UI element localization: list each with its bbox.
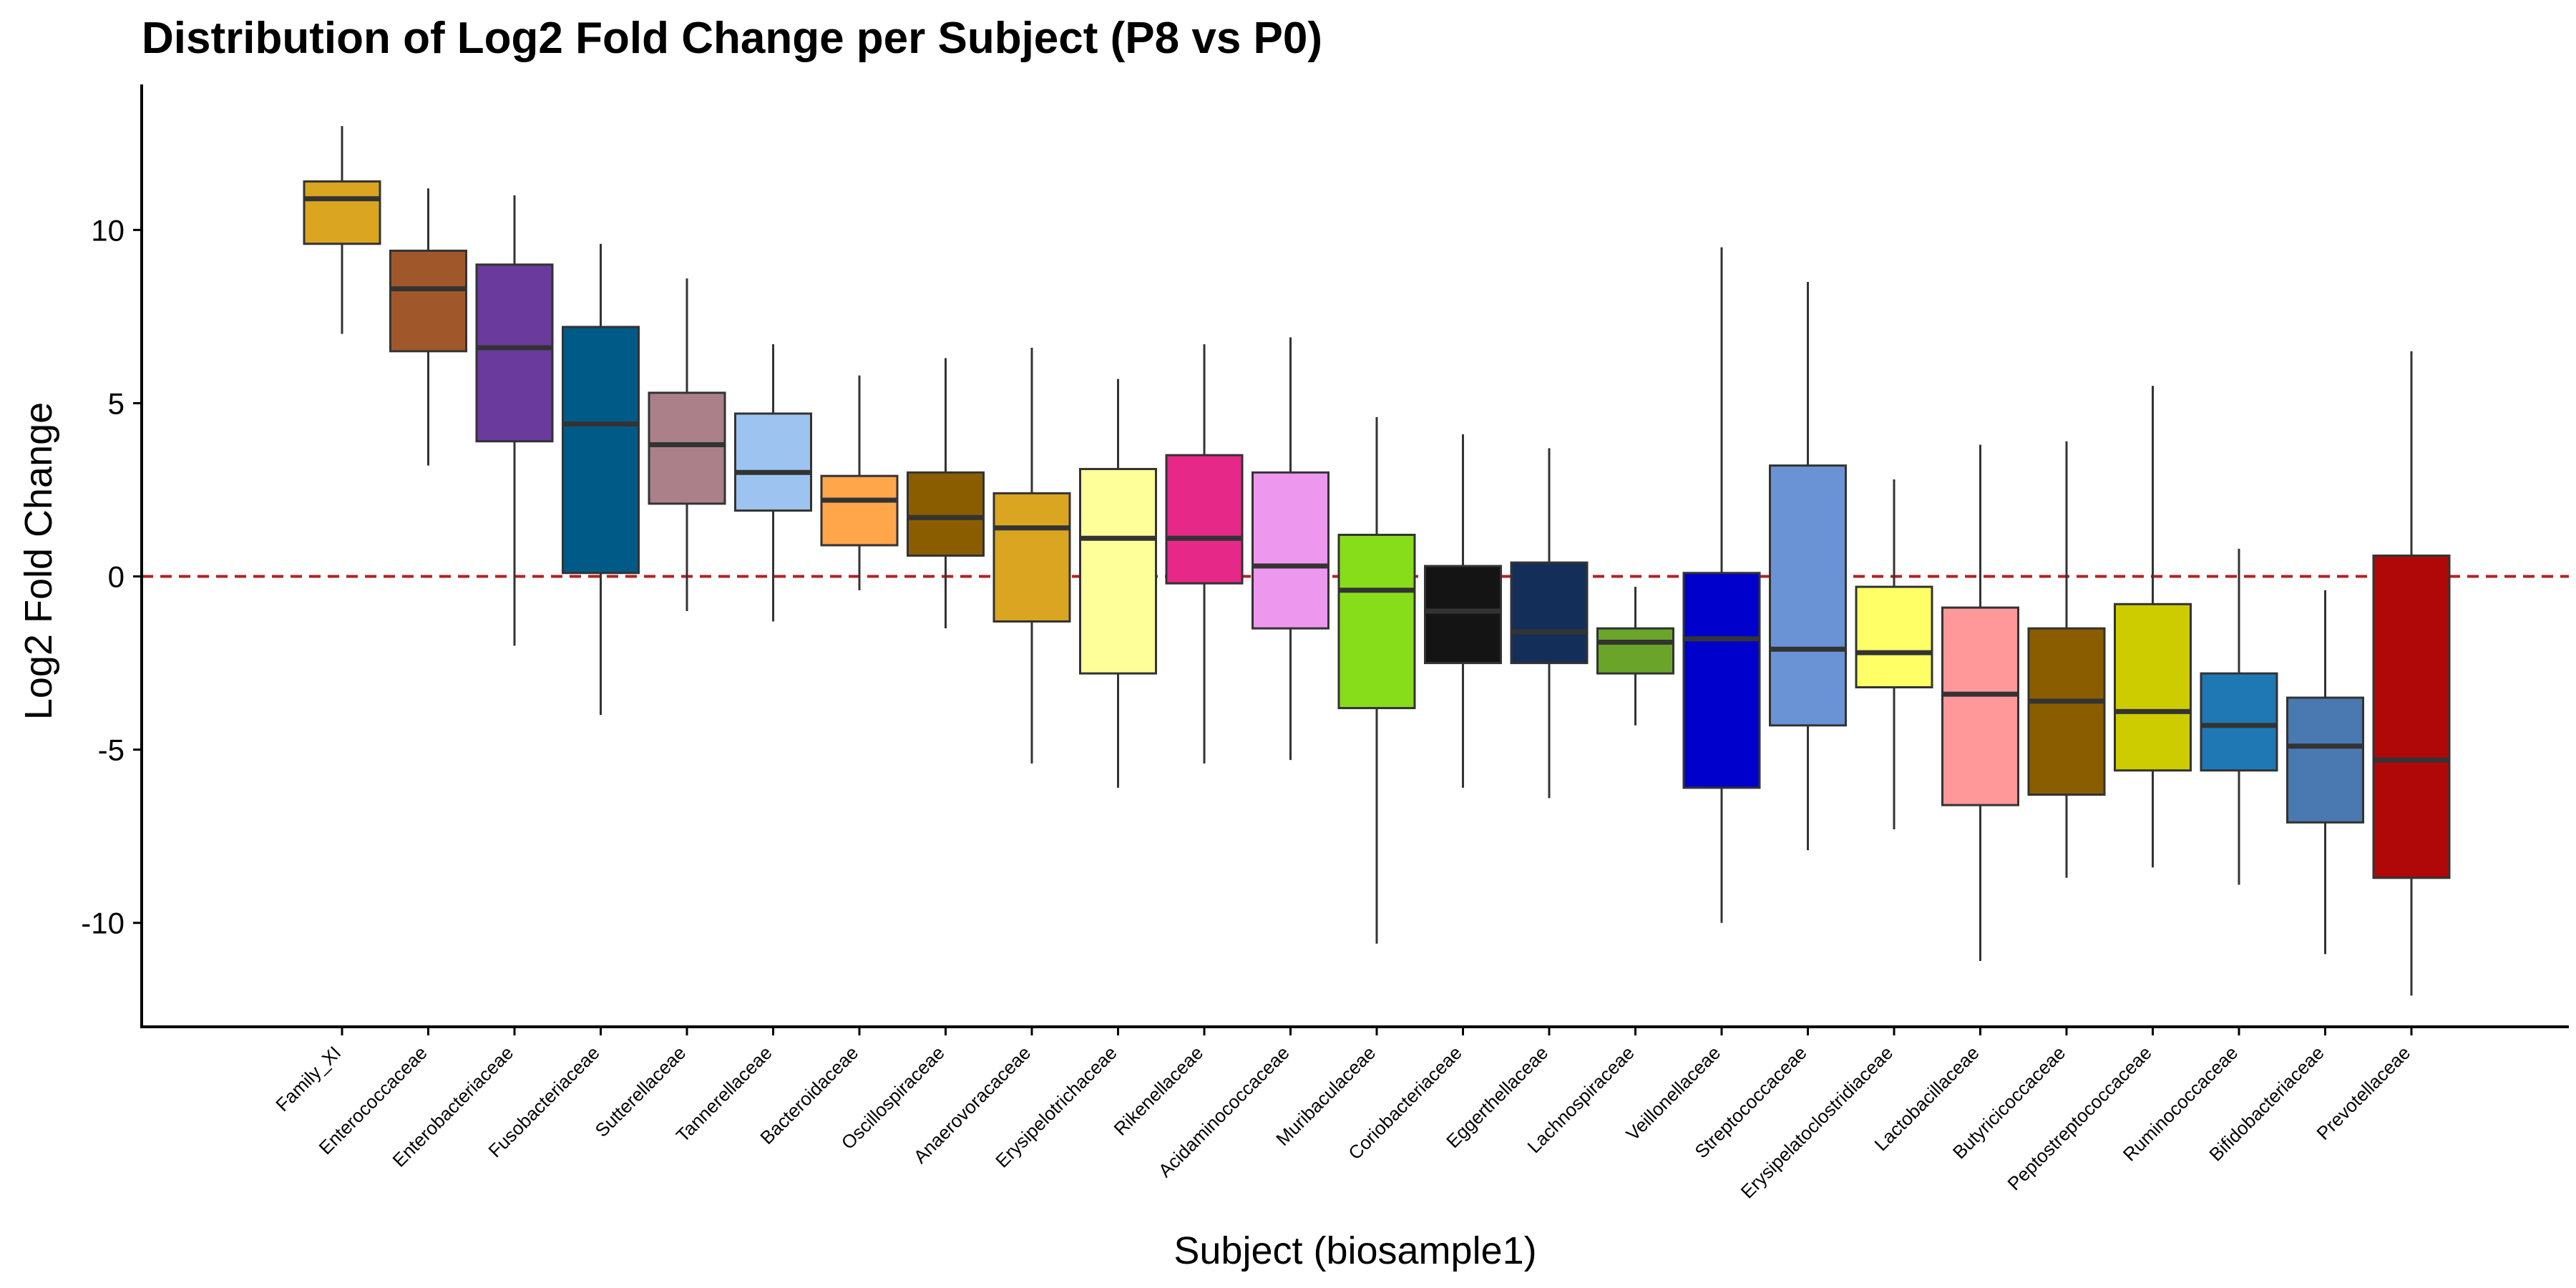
chart-title: Distribution of Log2 Fold Change per Sub… [142, 14, 1322, 63]
box-body [2286, 696, 2364, 824]
x-tick-label: Sutterellaceae [590, 1042, 690, 1141]
box-body [2372, 555, 2451, 879]
y-tick-label: 10 [91, 213, 125, 247]
box-body [734, 412, 812, 512]
box-erysipelatoclostridiaceae [1855, 479, 1933, 830]
box-body [562, 326, 640, 575]
box-family-xi [303, 126, 381, 334]
box-oscillospiraceae [907, 358, 985, 629]
box-body [1855, 585, 1933, 688]
box-ruminococcaceae [2200, 548, 2278, 885]
y-tick-label: 5 [108, 386, 125, 420]
box-body [648, 391, 726, 505]
y-tick-label: 0 [108, 560, 125, 594]
box-bacteroidaceae [820, 375, 899, 590]
box-erysipelotrichaceae [1079, 379, 1157, 788]
plot-area [142, 126, 2569, 996]
box-prevotellaceae [2372, 351, 2451, 996]
box-coriobacteriaceae [1424, 434, 1502, 788]
box-tannerellaceae [734, 344, 812, 622]
box-body [2027, 627, 2106, 796]
box-lactobacillaceae [1941, 444, 2019, 962]
x-tick-label: Erysipelatoclostridiaceae [1737, 1042, 1898, 1203]
box-body [992, 492, 1071, 623]
box-body [820, 474, 899, 547]
box-enterococcaceae [389, 188, 467, 466]
box-body [1079, 467, 1157, 675]
box-enterobacteriaceae [475, 195, 554, 646]
box-body [475, 263, 554, 443]
box-sutterellaceae [648, 278, 726, 611]
box-muribaculaceae [1337, 416, 1416, 944]
box-body [1165, 454, 1244, 585]
y-tick-label: -10 [81, 907, 125, 940]
box-acidaminococcaceae [1252, 337, 1330, 761]
box-body [2200, 672, 2278, 772]
box-eggerthellaceae [1510, 448, 1589, 799]
box-body [1252, 471, 1330, 630]
box-fusobacteriaceae [562, 243, 640, 716]
box-body [907, 471, 985, 557]
x-axis-ticks: Family_XIEnterococcaceaeEnterobacteriace… [271, 1027, 2414, 1203]
box-body [1424, 565, 1502, 665]
x-axis-title: Subject (biosample1) [1174, 1229, 1536, 1272]
x-tick-label: Rikenellaceae [1110, 1042, 1208, 1140]
x-tick-label: Family_XI [271, 1042, 345, 1116]
box-lachnospiraceae [1596, 587, 1674, 726]
box-butyricicoccaceae [2027, 441, 2106, 878]
box-veillonellaceae [1682, 247, 1761, 923]
x-tick-label: Peptostreptococcaceae [2003, 1042, 2155, 1194]
y-axis-ticks: -10 -5 0 5 10 [81, 213, 142, 940]
box-anaerovoracaceae [992, 347, 1071, 764]
box-body [1769, 464, 1847, 727]
y-tick-label: -5 [98, 733, 125, 767]
box-body [1941, 606, 2019, 806]
box-body [303, 180, 381, 245]
box-body [389, 249, 467, 353]
y-axis-title: Log2 Fold Change [17, 402, 60, 720]
box-peptostreptococcaceae [2114, 386, 2192, 868]
box-bifidobacteriaceae [2286, 590, 2364, 955]
box-body [1510, 561, 1589, 665]
box-rikenellaceae [1165, 344, 1244, 764]
box-streptococcaceae [1769, 281, 1847, 851]
box-body [2114, 602, 2192, 772]
box-body [1337, 533, 1416, 710]
box-body [1596, 627, 1674, 675]
box-body [1682, 572, 1761, 789]
